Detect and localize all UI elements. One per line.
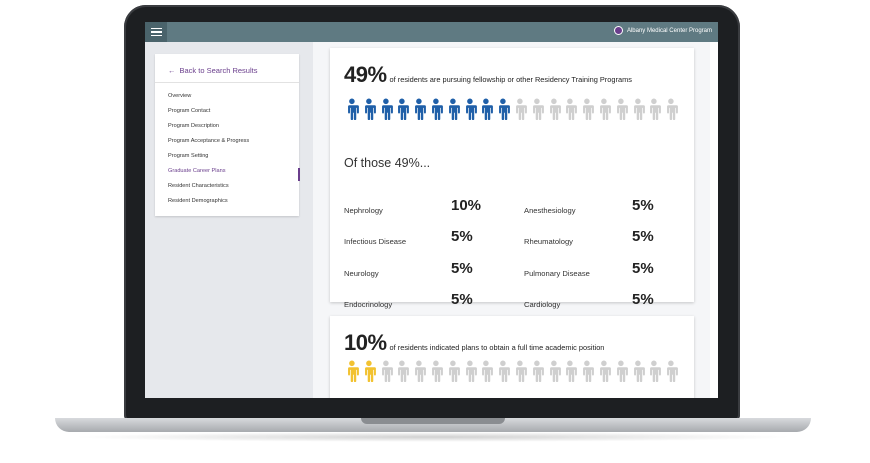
person-icon [478, 98, 494, 121]
person-icon [663, 98, 679, 121]
specialty-percent: 5% [451, 228, 473, 245]
person-icon [478, 360, 494, 383]
academic-people-chart [344, 360, 679, 383]
main-content: 49% of residents are pursuing fellowship … [313, 42, 718, 398]
screen: Albany Medical Center Program ← Back to S… [145, 22, 718, 398]
nav-divider [155, 82, 299, 83]
person-icon [445, 98, 461, 121]
sidebar-item[interactable]: Overview [168, 93, 192, 99]
fellowship-headline: 49% of residents are pursuing fellowship … [344, 62, 632, 88]
specialty-name: Infectious Disease [344, 237, 407, 246]
specialty-name: Pulmonary Disease [524, 269, 590, 278]
specialty-name: Rheumatology [524, 237, 573, 246]
specialty-percent: 5% [632, 260, 654, 277]
person-icon [512, 98, 528, 121]
top-bar: Albany Medical Center Program [145, 22, 718, 42]
fellowship-text: of residents are pursuing fellowship or … [389, 75, 632, 84]
nav-card: ← Back to Search Results Overview Program … [155, 54, 300, 216]
person-icon [596, 98, 612, 121]
program-name: Albany Medical Center Program [626, 27, 712, 34]
person-icon [613, 98, 629, 121]
sidebar-item[interactable]: Graduate Career Plans [168, 168, 226, 174]
person-icon [411, 98, 427, 121]
sidebar-item[interactable]: Resident Demographics [168, 198, 228, 204]
person-icon [344, 98, 360, 121]
person-icon [495, 360, 511, 383]
person-icon [546, 98, 562, 121]
sidebar-item[interactable]: Program Contact [168, 108, 211, 114]
sidebar-item[interactable]: Resident Characteristics [168, 183, 229, 189]
person-icon [462, 98, 478, 121]
person-icon [579, 360, 595, 383]
fellowship-percent: 49% [344, 62, 387, 87]
sidebar: ← Back to Search Results Overview Program … [145, 42, 313, 398]
person-icon [394, 360, 410, 383]
person-icon [663, 360, 679, 383]
specialty-percent: 5% [632, 291, 654, 308]
person-icon [630, 98, 646, 121]
person-icon [378, 360, 394, 383]
specialty-percent: 5% [451, 260, 473, 277]
academic-headline: 10% of residents indicated plans to obtai… [344, 330, 604, 356]
of-those-heading: Of those 49%... [344, 156, 431, 170]
person-icon [613, 360, 629, 383]
program-logo-icon [613, 26, 623, 35]
person-icon [344, 360, 360, 383]
person-icon [495, 98, 511, 121]
person-icon [562, 98, 578, 121]
person-icon [411, 360, 427, 383]
sidebar-item[interactable]: Program Acceptance & Progress [168, 138, 250, 144]
sidebar-item[interactable]: Program Setting [168, 153, 209, 159]
person-icon [596, 360, 612, 383]
specialty-percent: 5% [632, 197, 654, 214]
back-label: Back to Search Results [179, 66, 258, 75]
person-icon [378, 98, 394, 121]
device-shadow [70, 432, 796, 442]
hamburger-icon[interactable] [145, 22, 167, 42]
specialty-name: Endocrinology [344, 300, 393, 309]
person-icon [361, 360, 377, 383]
person-icon [546, 360, 562, 383]
person-icon [462, 360, 478, 383]
person-icon [646, 360, 662, 383]
program-header: Albany Medical Center Program [613, 26, 712, 35]
back-to-search-link[interactable]: ← Back to Search Results [168, 66, 257, 75]
person-icon [361, 98, 377, 121]
fellowship-people-chart [344, 98, 679, 121]
person-icon [428, 360, 444, 383]
specialty-name: Nephrology [344, 206, 383, 215]
person-icon [646, 98, 662, 121]
person-icon [630, 360, 646, 383]
person-icon [562, 360, 578, 383]
person-icon [394, 98, 410, 121]
specialty-name: Anesthesiology [524, 206, 576, 215]
specialty-percent: 5% [632, 228, 654, 245]
person-icon [512, 360, 528, 383]
academic-percent: 10% [344, 330, 387, 355]
person-icon [529, 360, 545, 383]
sidebar-item[interactable]: Program Description [168, 123, 219, 129]
scroll-gutter [710, 42, 718, 398]
academic-card: 10% of residents indicated plans to obtai… [330, 316, 694, 398]
specialty-percent: 10% [451, 197, 482, 214]
academic-text: of residents indicated plans to obtain a… [389, 343, 605, 352]
specialty-percent: 5% [451, 291, 473, 308]
laptop-base [55, 418, 811, 432]
active-indicator [298, 168, 300, 181]
person-icon [445, 360, 461, 383]
specialty-name: Cardiology [524, 300, 561, 309]
person-icon [529, 98, 545, 121]
arrow-left-icon: ← [168, 66, 176, 75]
fellowship-card: 49% of residents are pursuing fellowship … [330, 48, 694, 309]
laptop-notch [361, 418, 505, 424]
specialty-name: Neurology [344, 269, 379, 278]
person-icon [579, 98, 595, 121]
nav-list: Overview Program Contact Program Descripti… [168, 92, 249, 212]
person-icon [428, 98, 444, 121]
